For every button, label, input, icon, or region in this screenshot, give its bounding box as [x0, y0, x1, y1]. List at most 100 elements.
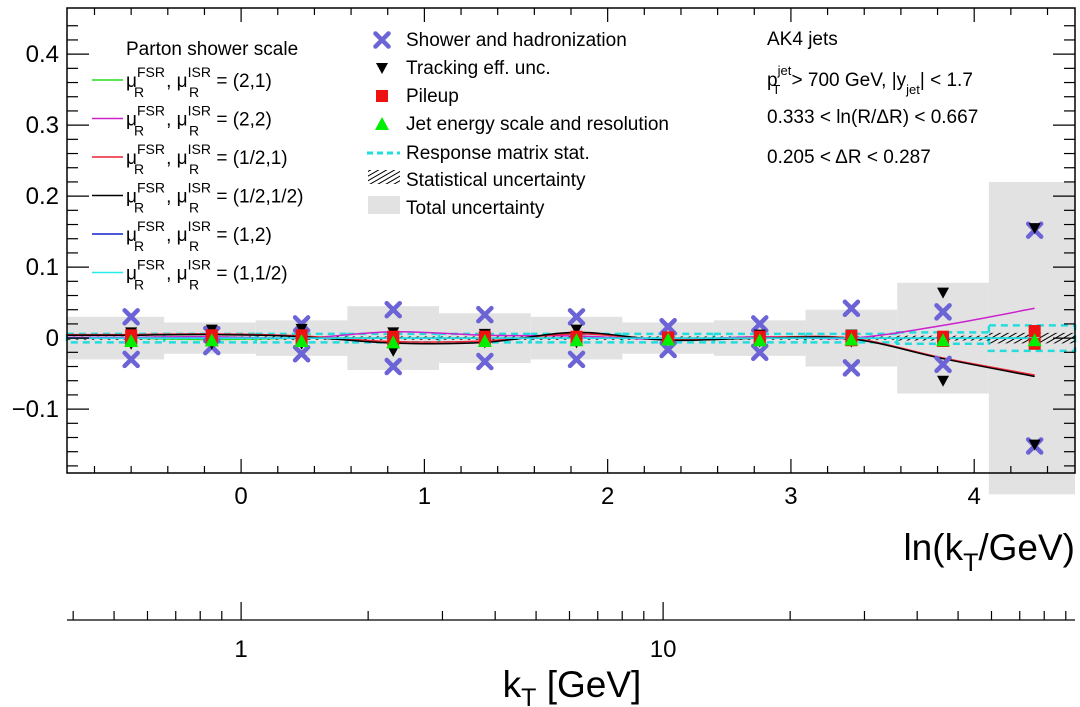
x-tick-label-1: 1 [418, 483, 431, 510]
legend-curve-label-2-part-4: μ [177, 148, 188, 169]
legend-curve-label-5-part-1: FSR [137, 257, 165, 273]
legend-curve-label-5-part-3: , [166, 264, 177, 285]
legend-sym-tracking [376, 63, 388, 74]
legend-curve-label-1-part-6: R [189, 123, 199, 139]
marker-3-5 [569, 333, 584, 347]
x-tick-label-4: 4 [968, 483, 981, 510]
dr-range-label: 0.205 < ΔR < 0.287 [767, 147, 931, 168]
legend-curve-label-2-part-5: ISR [188, 141, 211, 157]
legend-curve-label-4-part-2: R [134, 238, 144, 254]
legend-curve-label-1-part-2: R [134, 123, 144, 139]
marker-series [122, 221, 1044, 455]
marker-0-19 [934, 355, 952, 374]
legend-curve-label-0-part-5: ISR [188, 64, 211, 80]
legend-curve-label-5-part-2: R [134, 277, 144, 293]
marker-3-4 [477, 333, 492, 347]
pt-sub: T [772, 82, 780, 97]
secondary-axis-title-tail: [GeV] [536, 664, 641, 705]
legend-curve-label-3-part-2: R [134, 200, 144, 216]
legend-curve-label-2-part-0: μ [126, 148, 137, 169]
pt-sup: jet [777, 63, 792, 78]
marker-0-9-b [476, 352, 494, 371]
secondary-axis-title-main: k [503, 664, 522, 705]
marker-0-6 [384, 300, 402, 319]
y-tick-label-0: −0.1 [12, 396, 59, 423]
legend-curve-label-0-part-1: FSR [137, 64, 165, 80]
legend-curve-label-3-part-4: μ [177, 187, 188, 208]
legend-curve-label-4: μFSR R, μISR R = (1,2) [126, 218, 272, 254]
marker-0-0 [122, 308, 140, 326]
marker-0-8-b [476, 305, 494, 324]
y-tick-label-3: 0.2 [26, 183, 59, 210]
legend-sym-shower [373, 31, 391, 49]
marker-0-9 [476, 352, 494, 371]
marker-1-7 [387, 345, 400, 357]
x-axis-title-sub: T [963, 549, 978, 577]
x-axis-title: ln(kT/GeV) [903, 527, 1075, 577]
marker-3-2 [294, 333, 309, 347]
marker-0-16-b [842, 299, 861, 318]
legend-sym-stat [368, 170, 400, 184]
legend-curve-label-5-part-0: μ [126, 264, 137, 285]
legend-curve-label-0: μFSR R, μISR R = (2,1) [126, 64, 272, 100]
legend-curve-label-2-part-1: FSR [137, 141, 165, 157]
marker-0-11 [567, 350, 586, 369]
legend-left-title: Parton shower scale [126, 39, 298, 60]
legend-curve-label-1-part-5: ISR [188, 103, 211, 119]
ln-range-label: 0.333 < ln(R/ΔR) < 0.667 [767, 107, 978, 128]
legend-curve-label-5-part-4: μ [177, 264, 188, 285]
marker-3-7 [752, 333, 767, 347]
secondary-axis-title: kT [GeV] [503, 664, 642, 707]
legend-middle-label-5: Statistical uncertainty [406, 170, 586, 191]
pt-cut-label: pjet T > 700 GeV, |yjet| < 1.7 [767, 63, 973, 97]
marker-0-6-b [384, 300, 402, 319]
legend-middle-label-2: Pileup [406, 86, 459, 107]
marker-0-15 [751, 343, 769, 362]
legend-curve-label-4-part-0: μ [126, 225, 137, 246]
sec-tick-label-0: 1 [234, 636, 247, 663]
pt-p: p [767, 70, 778, 91]
legend-sym-jes [375, 117, 389, 130]
legend-curve-label-3-part-5: ISR [188, 180, 211, 196]
marker-3-3 [386, 335, 401, 349]
pt-tail: | < 1.7 [920, 70, 973, 91]
legend-curve-label-3-part-1: FSR [137, 180, 165, 196]
legend-curve-label-0-part-3: , [166, 71, 177, 92]
legend-curve-label-5: μFSR R, μISR R = (1,1/2) [126, 257, 288, 293]
marker-3-9 [936, 333, 951, 347]
y-tick-label-1: 0 [46, 325, 59, 352]
legend-curve-label-0-part-2: R [134, 84, 144, 100]
legend-middle-label-3: Jet energy scale and resolution [406, 114, 669, 135]
marker-0-16 [842, 299, 861, 318]
marker-0-7-b [384, 357, 402, 376]
legend-curve-label-4-part-3: , [166, 225, 177, 246]
legend-curve-label-1-part-0: μ [126, 110, 137, 131]
marker-3-0 [124, 333, 139, 347]
legend-curve-label-1-part-4: μ [177, 110, 188, 131]
legend-curve-label-2-part-2: R [134, 161, 144, 177]
legend-curve-label-3-part-7: = (1/2,1/2) [211, 187, 303, 208]
legend-curve-label-2-part-6: R [189, 161, 199, 177]
legend-curve-label-1-part-1: FSR [137, 103, 165, 119]
legend-curve-label-4-part-7: = (1,2) [211, 225, 272, 246]
x-axis-title-tail: /GeV) [978, 527, 1075, 568]
marker-0-10-b [567, 308, 586, 326]
marker-0-15-b [751, 343, 769, 362]
legend-middle-label-0: Shower and hadronization [406, 30, 627, 51]
legend-curve-label-4-part-4: μ [177, 225, 188, 246]
x-tick-label-2: 2 [601, 483, 614, 510]
marker-3-8 [844, 332, 859, 346]
secondary-axis-ticks: 1 10 [72, 602, 1067, 663]
y-axis-ticks: −0.1 0 0.1 0.2 0.3 0.4 [12, 25, 1075, 467]
x-axis-title-main: ln(k [903, 527, 963, 568]
legend-curve-label-0-part-4: μ [177, 71, 188, 92]
secondary-axis-title-sub: T [521, 684, 536, 707]
sec-tick-label-1: 10 [650, 636, 677, 663]
legend-curve-label-2-part-3: , [166, 148, 177, 169]
legend-curve-label-1-part-7: = (2,2) [211, 110, 272, 131]
marker-0-18-b [934, 303, 952, 321]
legend-curve-label-5-part-5: ISR [188, 257, 211, 273]
legend-middle: Shower and hadronization Tracking eff. un… [367, 30, 669, 219]
legend-sym-total [368, 196, 400, 214]
